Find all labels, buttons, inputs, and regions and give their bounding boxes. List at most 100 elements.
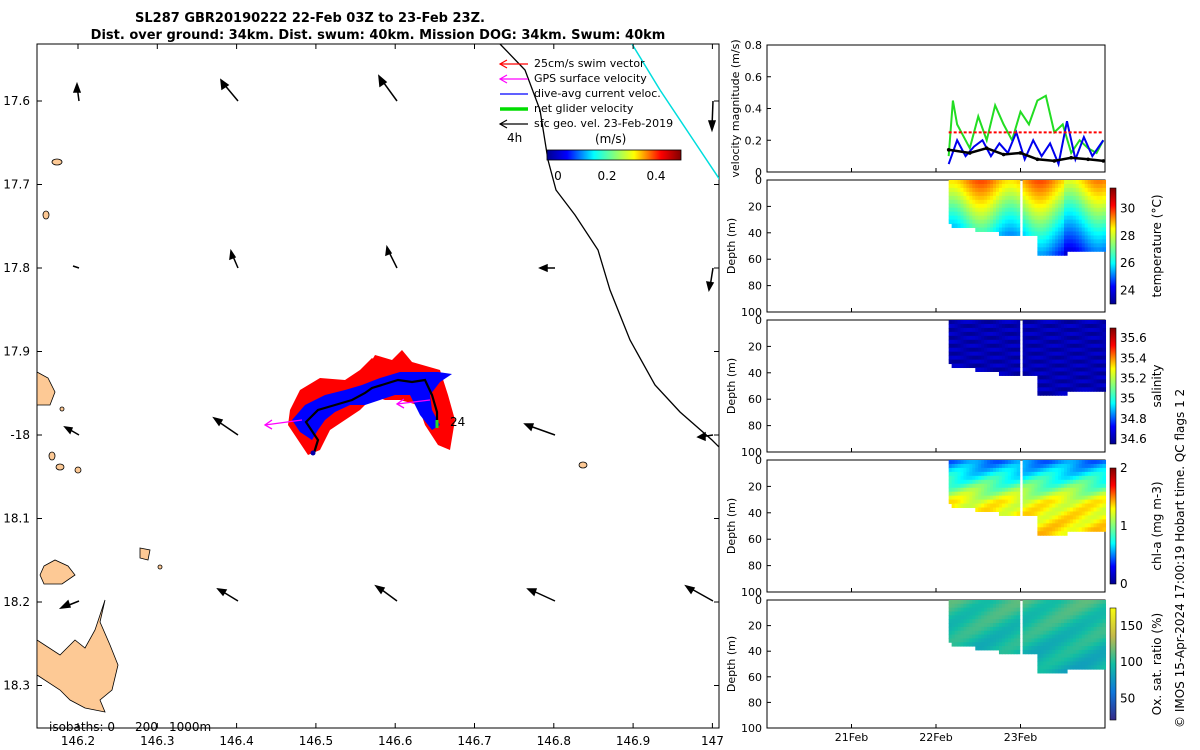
profile-cell bbox=[1022, 367, 1027, 372]
profile-cell bbox=[1013, 615, 1018, 620]
profile-cell bbox=[954, 183, 959, 189]
profile-cell bbox=[1010, 367, 1015, 372]
profile-cell bbox=[1081, 661, 1086, 666]
profile-cell bbox=[1084, 467, 1089, 473]
profile-cell bbox=[995, 219, 1000, 225]
profile-cell bbox=[1025, 471, 1030, 477]
profile-cell bbox=[1096, 247, 1101, 252]
profile-cell bbox=[1087, 523, 1092, 528]
profile-cell bbox=[1022, 211, 1027, 217]
profile-cell bbox=[1072, 367, 1077, 372]
profile-cell bbox=[1046, 657, 1050, 662]
profile-cell bbox=[963, 199, 968, 205]
profile-cell bbox=[954, 463, 959, 469]
profile-cell bbox=[1001, 215, 1006, 221]
profile-cell bbox=[1093, 199, 1098, 205]
profile-cell bbox=[1102, 367, 1107, 372]
profile-cell bbox=[1049, 665, 1053, 670]
profile-cell bbox=[1055, 653, 1059, 659]
profile-cell bbox=[1099, 642, 1104, 647]
profile-cell bbox=[1001, 483, 1006, 489]
profile-cell bbox=[1046, 491, 1050, 497]
profile-cell bbox=[1040, 387, 1044, 392]
profile-cell bbox=[1025, 499, 1030, 505]
profile-cell bbox=[1075, 638, 1080, 643]
profile-cell bbox=[1081, 367, 1086, 372]
profile-cell bbox=[1049, 483, 1053, 489]
profile-cell bbox=[951, 215, 956, 221]
profile-cell bbox=[987, 219, 991, 225]
profile-cell bbox=[957, 471, 962, 477]
profile-cell bbox=[951, 475, 956, 481]
profile-cell bbox=[1064, 607, 1068, 613]
profile-cell bbox=[957, 195, 962, 201]
profile-cell bbox=[1084, 495, 1089, 501]
profile-cell bbox=[1040, 347, 1044, 353]
profile-cell bbox=[975, 611, 979, 616]
profile-cell bbox=[984, 507, 988, 512]
profile-cell bbox=[1096, 215, 1101, 221]
profile-cell bbox=[1099, 483, 1104, 489]
profile-cell bbox=[998, 227, 1003, 232]
profile-cell bbox=[957, 347, 962, 353]
profile-cell bbox=[960, 503, 965, 509]
profile-cell bbox=[963, 607, 968, 613]
profile-cell bbox=[1055, 243, 1059, 248]
profile-cell bbox=[1010, 320, 1015, 325]
profile-cell bbox=[1066, 363, 1071, 369]
profile-cell bbox=[1081, 491, 1086, 497]
profile-cell bbox=[954, 331, 959, 337]
profile-cell bbox=[1058, 611, 1062, 616]
profile-cell bbox=[1043, 669, 1047, 674]
profile-cell bbox=[1072, 191, 1077, 197]
profile-cell bbox=[987, 367, 991, 372]
profile-cell bbox=[1099, 195, 1104, 201]
profile-cell bbox=[969, 191, 973, 197]
profile-cell bbox=[1078, 471, 1083, 477]
profile-cell bbox=[1081, 495, 1086, 501]
profile-cell bbox=[1078, 607, 1083, 613]
profile-cell bbox=[1078, 657, 1083, 662]
profile-cell bbox=[1055, 191, 1059, 197]
profile-cell bbox=[957, 503, 962, 509]
profile-cell bbox=[1096, 611, 1101, 616]
map-x-tick-label: 146.4 bbox=[219, 734, 253, 748]
profile-cell bbox=[1013, 339, 1018, 345]
profile-cell bbox=[1069, 503, 1074, 509]
profile-cell bbox=[1037, 642, 1041, 647]
profile-cell bbox=[1078, 615, 1083, 620]
profile-cell bbox=[990, 355, 994, 361]
profile-cell bbox=[954, 339, 959, 345]
profile-cell bbox=[963, 634, 968, 639]
profile-cell bbox=[1043, 603, 1047, 609]
profile-cell bbox=[1058, 247, 1062, 252]
profile-cell bbox=[1055, 511, 1059, 516]
velocity-series-line bbox=[948, 146, 1104, 163]
profile-cell bbox=[1013, 626, 1018, 632]
profile-cell bbox=[1096, 507, 1101, 512]
profile-cell bbox=[1093, 383, 1098, 388]
profile-cell bbox=[1069, 657, 1074, 662]
map-x-tick-label: 146.3 bbox=[140, 734, 174, 748]
profile-cell bbox=[1078, 195, 1083, 201]
profile-cell bbox=[1043, 375, 1047, 380]
profile-cell bbox=[1084, 331, 1089, 337]
profile-cell bbox=[1066, 183, 1071, 189]
profile-cell bbox=[1069, 615, 1074, 620]
profile-cell bbox=[966, 607, 970, 613]
profile-cell bbox=[1081, 630, 1086, 636]
profile-cell bbox=[1090, 211, 1095, 217]
profile-cell bbox=[1084, 634, 1089, 639]
profile-cell bbox=[990, 475, 994, 481]
profile-cell bbox=[1093, 642, 1098, 647]
profile-cell bbox=[1093, 630, 1098, 636]
profile-cell bbox=[1010, 511, 1015, 516]
profile-cell bbox=[948, 603, 953, 609]
profile-cell bbox=[1078, 363, 1083, 369]
profile-cell bbox=[1066, 615, 1071, 620]
profile-cell bbox=[998, 499, 1003, 505]
profile-cell bbox=[954, 487, 959, 493]
profile-cell bbox=[1084, 471, 1089, 477]
glider-path bbox=[304, 378, 439, 454]
profile-cell bbox=[981, 335, 985, 341]
